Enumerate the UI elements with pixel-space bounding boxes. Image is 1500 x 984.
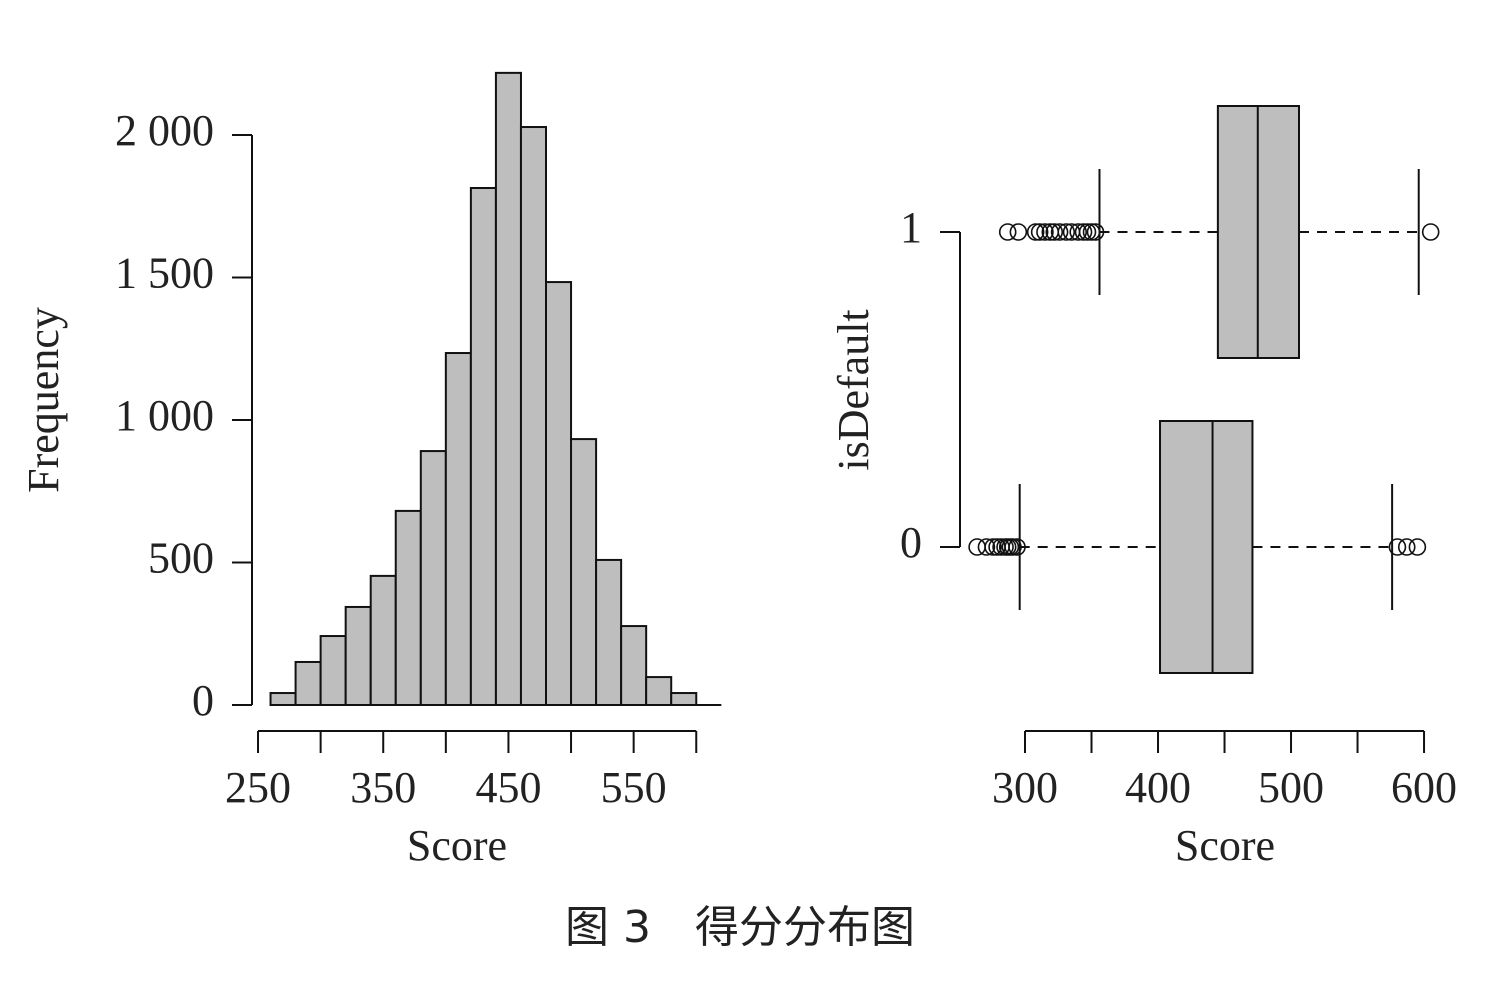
outlier: [1030, 223, 1049, 241]
outlier: [1004, 538, 1022, 556]
bar: [494, 71, 522, 707]
bar: [645, 676, 673, 707]
outlier: [977, 538, 996, 556]
bar: [294, 660, 322, 707]
outlier: [968, 538, 986, 556]
outlier: [1086, 223, 1105, 241]
bar: [670, 692, 698, 707]
outlier: [1082, 223, 1101, 241]
bar: [369, 574, 397, 707]
y-tick-label: 2 000: [115, 106, 214, 155]
bar: [545, 281, 573, 706]
outlier: [1074, 223, 1093, 241]
outlier: [1408, 538, 1427, 556]
x-axis-label: Score: [1175, 821, 1275, 870]
y-tick-label: 1 500: [115, 249, 214, 298]
outlier: [1397, 538, 1416, 556]
y-tick-label: 500: [148, 534, 214, 583]
bar: [419, 450, 447, 706]
bar: [394, 509, 422, 707]
outlier: [1008, 538, 1026, 556]
bar: [319, 635, 347, 707]
outlier: [1036, 223, 1054, 241]
outlier: [998, 223, 1017, 241]
outlier: [1078, 223, 1097, 241]
x-tick-label: 600: [1391, 763, 1457, 812]
outlier: [1009, 223, 1028, 241]
y-axis-label: Frequency: [19, 307, 68, 493]
x-tick-label: 350: [350, 763, 416, 812]
y-axis-label: isDefault: [829, 309, 878, 470]
y-tick-label: 1: [900, 203, 922, 252]
bar: [269, 692, 297, 707]
outlier: [1050, 223, 1069, 241]
x-tick-label: 300: [992, 763, 1058, 812]
x-axis-label: Score: [407, 821, 507, 870]
x-tick-label: 450: [475, 763, 541, 812]
outlier: [1026, 223, 1045, 241]
y-tick-label: 1 000: [115, 391, 214, 440]
bar: [620, 625, 648, 706]
bar: [444, 352, 472, 706]
x-tick-label: 550: [601, 763, 667, 812]
bar: [344, 605, 372, 707]
outlier: [1069, 223, 1088, 241]
outlier: [1421, 223, 1440, 241]
y-tick-label: 0: [900, 518, 922, 567]
x-tick-label: 250: [225, 763, 291, 812]
box: [1159, 420, 1254, 674]
x-tick-label: 500: [1258, 763, 1324, 812]
bar: [595, 558, 623, 706]
outlier: [984, 538, 1002, 556]
x-tick-label: 400: [1125, 763, 1191, 812]
outlier: [1057, 223, 1076, 241]
bar: [469, 187, 497, 706]
caption: 图 3 得分分布图: [565, 902, 915, 953]
outlier: [1388, 538, 1407, 556]
outlier: [1045, 223, 1064, 241]
bar: [570, 438, 598, 706]
bar: [519, 126, 548, 706]
y-tick-label: 0: [192, 676, 214, 725]
